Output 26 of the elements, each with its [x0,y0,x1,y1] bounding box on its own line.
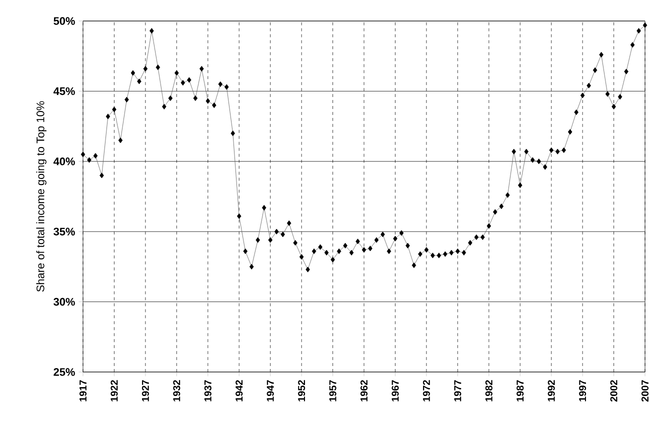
x-tick-label: 1982 [485,380,492,402]
x-tick-label: 1937 [204,380,212,402]
x-tick-label: 1917 [79,380,87,402]
y-tick-label: 40% [53,158,75,166]
y-tick-label: 35% [54,228,75,236]
x-tick-label: 1947 [266,380,274,402]
y-tick-label: 30% [54,298,75,306]
x-tick-label: 1997 [579,380,586,402]
x-tick-label: 1957 [329,380,336,402]
x-tick-label: 1927 [142,380,149,402]
x-tick-label: 2002 [610,380,618,402]
x-tick-label: 1972 [422,380,430,402]
x-tick-label: 1922 [110,380,118,402]
x-tick-label: 1932 [173,380,180,402]
x-tick-label: 1952 [298,380,306,402]
y-tick-label: 25% [54,368,75,376]
y-tick-label: 50% [54,17,75,25]
x-tick-label: 2007 [641,380,649,402]
x-tick-label: 1992 [548,380,555,402]
y-tick-label: 45% [53,87,75,96]
x-tick-label: 1942 [236,380,243,402]
x-tick-label: 1962 [360,380,368,402]
x-tick-label: 1967 [392,380,399,402]
y-axis-title: Share of total income going to Top 10% [36,101,46,292]
x-tick-label: 1987 [516,380,524,402]
x-tick-label: 1977 [454,380,462,402]
